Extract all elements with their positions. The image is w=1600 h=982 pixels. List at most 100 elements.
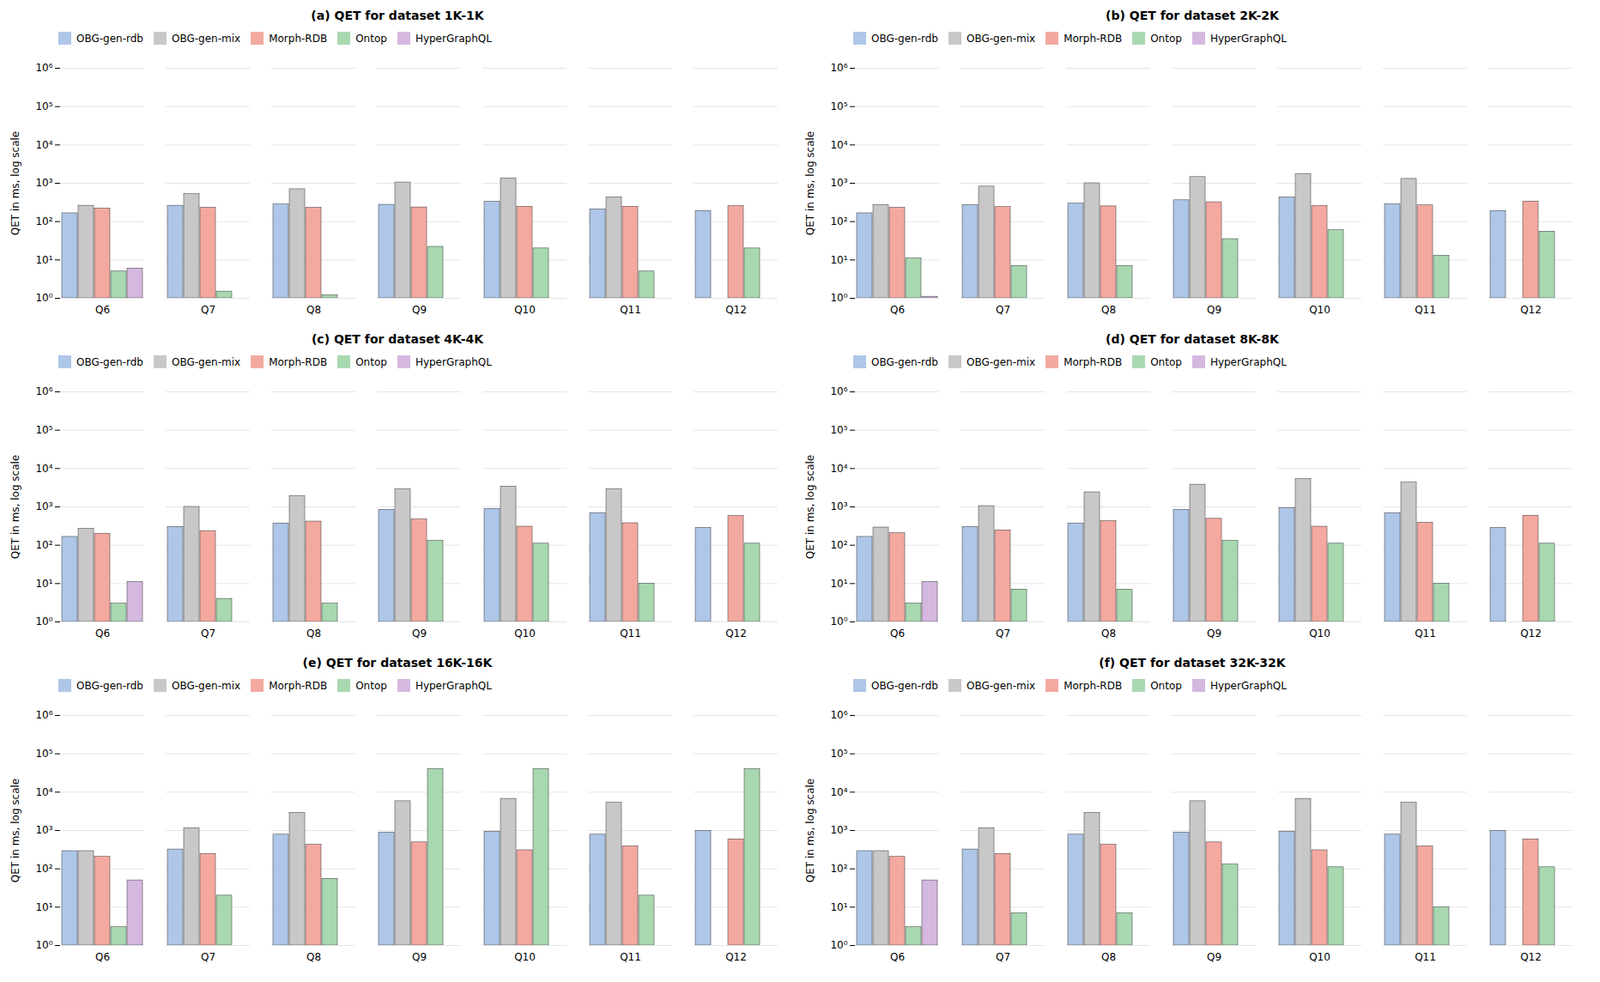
svg-text:10⁴: 10⁴ xyxy=(830,139,848,152)
svg-text:10³: 10³ xyxy=(830,176,848,189)
svg-text:10¹: 10¹ xyxy=(830,577,848,590)
svg-text:Q11: Q11 xyxy=(619,951,642,964)
svg-text:Q10: Q10 xyxy=(514,951,536,964)
svg-text:Q11: Q11 xyxy=(1414,303,1437,316)
svg-text:10²: 10² xyxy=(830,539,848,552)
svg-text:10⁶: 10⁶ xyxy=(830,61,848,74)
svg-text:Q7: Q7 xyxy=(200,303,216,316)
svg-text:Q6: Q6 xyxy=(890,951,905,964)
svg-text:10²: 10² xyxy=(830,862,848,875)
svg-text:10³: 10³ xyxy=(35,500,53,513)
svg-text:Q6: Q6 xyxy=(890,303,905,316)
svg-text:Q7: Q7 xyxy=(995,303,1011,316)
svg-text:10⁶: 10⁶ xyxy=(830,385,848,398)
svg-text:10³: 10³ xyxy=(35,824,53,837)
html-text:(e) QET for dataset 16K-16K: (e) QET for dataset 16K-16K xyxy=(302,655,493,670)
svg-text:10⁶: 10⁶ xyxy=(830,709,848,722)
svg-text:Q9: Q9 xyxy=(412,303,427,316)
svg-text:10²: 10² xyxy=(35,862,53,875)
svg-text:10⁰: 10⁰ xyxy=(35,615,53,628)
svg-text:Q7: Q7 xyxy=(200,627,216,640)
svg-text:Q8: Q8 xyxy=(1101,951,1116,964)
svg-text:10¹: 10¹ xyxy=(830,901,848,914)
svg-text:10⁴: 10⁴ xyxy=(35,786,53,799)
svg-text:Q11: Q11 xyxy=(1414,951,1437,964)
svg-text:Q9: Q9 xyxy=(1206,303,1222,316)
html-text:Morph-RDB: Morph-RDB xyxy=(268,32,328,45)
svg-text:Q7: Q7 xyxy=(995,951,1011,964)
svg-text:10⁵: 10⁵ xyxy=(830,100,848,113)
svg-text:10⁰: 10⁰ xyxy=(35,939,53,952)
svg-text:10²: 10² xyxy=(35,539,53,552)
html-text:Ontop: Ontop xyxy=(355,32,388,45)
svg-text:10⁴: 10⁴ xyxy=(35,462,53,475)
svg-text:Q8: Q8 xyxy=(1101,303,1116,316)
svg-text:10⁵: 10⁵ xyxy=(35,424,53,437)
svg-text:10⁴: 10⁴ xyxy=(830,462,848,475)
svg-text:Q8: Q8 xyxy=(306,303,322,316)
svg-text:QET in ms, log scale: QET in ms, log scale xyxy=(9,778,22,884)
html-text:(b) QET for dataset 2K-2K: (b) QET for dataset 2K-2K xyxy=(1105,8,1279,23)
svg-text:10⁰: 10⁰ xyxy=(830,291,848,304)
svg-text:Q7: Q7 xyxy=(200,951,216,964)
svg-text:Q9: Q9 xyxy=(412,951,427,964)
svg-text:QET in ms, log scale: QET in ms, log scale xyxy=(9,454,22,560)
svg-text:10²: 10² xyxy=(35,215,53,228)
svg-text:Q6: Q6 xyxy=(95,951,110,964)
svg-text:Q10: Q10 xyxy=(514,627,536,640)
svg-text:10¹: 10¹ xyxy=(35,577,53,590)
svg-text:10¹: 10¹ xyxy=(35,254,53,267)
svg-text:10²: 10² xyxy=(830,215,848,228)
svg-text:Q11: Q11 xyxy=(1414,627,1437,640)
svg-text:10¹: 10¹ xyxy=(830,254,848,267)
svg-text:Q10: Q10 xyxy=(514,303,536,316)
svg-text:10⁵: 10⁵ xyxy=(830,747,848,760)
svg-text:Q12: Q12 xyxy=(1520,303,1542,316)
svg-text:Q12: Q12 xyxy=(725,627,747,640)
svg-text:Q10: Q10 xyxy=(1309,303,1331,316)
svg-text:10⁶: 10⁶ xyxy=(35,385,53,398)
svg-text:Q6: Q6 xyxy=(890,627,905,640)
svg-text:10⁰: 10⁰ xyxy=(830,615,848,628)
svg-text:10⁶: 10⁶ xyxy=(35,61,53,74)
svg-text:10³: 10³ xyxy=(830,500,848,513)
svg-text:Q12: Q12 xyxy=(1520,951,1542,964)
html-text:OBG-gen-rdb: OBG-gen-rdb xyxy=(76,32,144,45)
svg-text:Q6: Q6 xyxy=(95,627,110,640)
svg-text:Q12: Q12 xyxy=(1520,627,1542,640)
html-text:(f) QET for dataset 32K-32K: (f) QET for dataset 32K-32K xyxy=(1098,655,1286,670)
svg-text:10⁰: 10⁰ xyxy=(830,939,848,952)
svg-text:Q10: Q10 xyxy=(1309,951,1331,964)
svg-text:10⁴: 10⁴ xyxy=(830,786,848,799)
svg-text:QET in ms, log scale: QET in ms, log scale xyxy=(9,131,22,237)
svg-text:Q10: Q10 xyxy=(1309,627,1331,640)
svg-text:QET in ms, log scale: QET in ms, log scale xyxy=(804,131,817,237)
svg-text:Q11: Q11 xyxy=(619,627,642,640)
html-text:(a) QET for dataset 1K-1K: (a) QET for dataset 1K-1K xyxy=(311,8,484,23)
html-text:(d) QET for dataset 8K-8K: (d) QET for dataset 8K-8K xyxy=(1105,332,1279,346)
svg-text:QET in ms, log scale: QET in ms, log scale xyxy=(804,778,817,884)
svg-text:Q9: Q9 xyxy=(1206,627,1222,640)
svg-text:10⁵: 10⁵ xyxy=(35,100,53,113)
svg-text:Q7: Q7 xyxy=(995,627,1011,640)
svg-text:Q9: Q9 xyxy=(412,627,427,640)
svg-text:Q6: Q6 xyxy=(95,303,110,316)
html-text:OBG-gen-mix: OBG-gen-mix xyxy=(171,32,241,45)
svg-text:Q9: Q9 xyxy=(1206,951,1222,964)
svg-text:Q11: Q11 xyxy=(619,303,642,316)
svg-text:10¹: 10¹ xyxy=(35,901,53,914)
svg-text:QET in ms, log scale: QET in ms, log scale xyxy=(804,454,817,560)
svg-text:10⁴: 10⁴ xyxy=(35,139,53,152)
html-text:(c) QET for dataset 4K-4K: (c) QET for dataset 4K-4K xyxy=(311,332,484,346)
svg-text:Q8: Q8 xyxy=(1101,627,1116,640)
svg-text:Q12: Q12 xyxy=(725,951,747,964)
svg-text:10⁵: 10⁵ xyxy=(35,747,53,760)
svg-text:10⁶: 10⁶ xyxy=(35,709,53,722)
svg-text:10⁵: 10⁵ xyxy=(830,424,848,437)
svg-text:Q12: Q12 xyxy=(725,303,747,316)
svg-text:10⁰: 10⁰ xyxy=(35,291,53,304)
svg-text:10³: 10³ xyxy=(35,176,53,189)
svg-text:Q8: Q8 xyxy=(306,951,322,964)
svg-text:Q8: Q8 xyxy=(306,627,322,640)
svg-text:10³: 10³ xyxy=(830,824,848,837)
